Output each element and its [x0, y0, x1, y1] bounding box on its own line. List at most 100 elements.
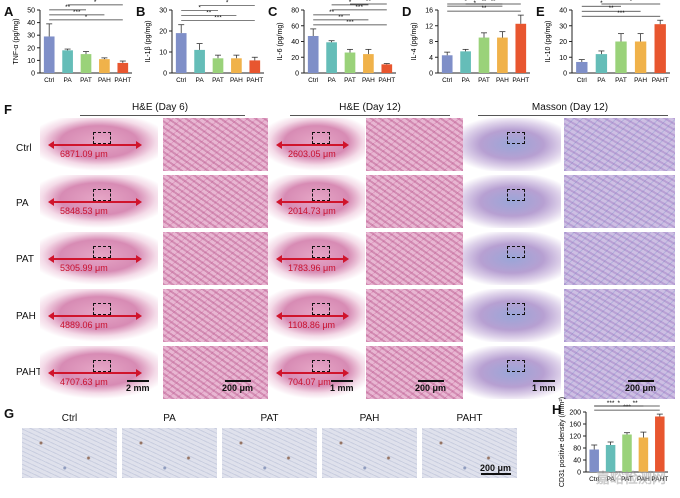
x-tick-label: PA: [606, 476, 615, 483]
bar-ctrl: [576, 61, 588, 73]
x-tick-label: PA: [327, 77, 336, 84]
y-tick-label: 50: [27, 8, 35, 15]
x-tick-label: Ctrl: [442, 77, 453, 84]
significance-label: **: [609, 5, 615, 12]
wound-width-label: 5305.99 μm: [60, 263, 108, 273]
histology-image-pa-col4: [366, 175, 463, 228]
ihc-label-ctrl: Ctrl: [61, 413, 78, 424]
x-tick-label: Ctrl: [577, 77, 588, 84]
histology-image-pah-col2: [163, 289, 270, 342]
significance-label: **: [329, 9, 335, 16]
bar-pa: [194, 49, 205, 73]
scale-bar: 200 μm: [415, 380, 446, 393]
significance-label: **: [338, 14, 344, 21]
x-tick-label: PA: [597, 77, 606, 84]
zoom-region-box: [507, 132, 526, 144]
bar-pat: [615, 41, 627, 73]
y-tick-label: 0: [429, 71, 433, 78]
bar-pa: [595, 54, 608, 73]
row-label-ctrl: Ctrl: [16, 143, 32, 154]
significance-label: *: [618, 400, 621, 407]
y-tick-label: 0: [163, 71, 167, 78]
significance-label: ***: [214, 15, 222, 22]
bar-pat: [344, 52, 356, 73]
x-tick-label: PAH: [230, 77, 243, 84]
y-axis-label: IL-6 (pg/mg): [277, 22, 284, 60]
y-tick-label: 0: [31, 71, 35, 78]
section-line-masson: [478, 115, 668, 116]
histology-image-pa-col6: [564, 175, 675, 228]
histology-image-paht-col4: [366, 346, 463, 399]
y-tick-label: 120: [569, 434, 581, 441]
zoom-region-box: [311, 132, 330, 144]
wound-width-arrow: [276, 312, 349, 320]
histology-image-pah-col4: [366, 289, 463, 342]
zoom-region-box: [507, 189, 526, 201]
x-tick-label: PAH: [637, 476, 650, 483]
panel-letter-h: H: [552, 402, 562, 417]
scale-bar-label: 200 μm: [625, 383, 657, 393]
panel-letter-f: F: [4, 102, 12, 117]
ihc-image-ctrl: [22, 428, 117, 478]
x-tick-label: PAH: [634, 77, 647, 84]
wound-width-label: 1783.96 μm: [288, 263, 336, 273]
panel-letter-c: C: [268, 4, 278, 19]
y-axis-label: CD31 positive density (/mm²): [559, 397, 566, 487]
x-tick-label: PAT: [478, 77, 490, 84]
panel-letter-d: D: [402, 4, 412, 19]
scale-bar: 200 μm: [222, 380, 253, 393]
histology-image-ctrl-col2: [163, 118, 270, 171]
y-tick-label: 0: [577, 470, 581, 477]
zoom-region-box: [311, 189, 330, 201]
y-tick-label: 20: [159, 29, 167, 36]
y-tick-label: 16: [425, 8, 433, 15]
bar-pah: [99, 59, 110, 73]
wound-width-arrow: [48, 369, 142, 377]
wound-width-label: 4889.06 μm: [60, 320, 108, 330]
x-tick-label: PAT: [615, 77, 627, 84]
ihc-image-paht: [422, 428, 517, 478]
histology-image-paht-col6: [564, 346, 675, 399]
histology-image-paht-col5: [463, 346, 561, 399]
zoom-region-box: [93, 303, 112, 315]
x-tick-label: PAHT: [378, 77, 395, 84]
bar-pah: [638, 437, 649, 472]
ihc-image-pat: [222, 428, 317, 478]
y-tick-label: 30: [159, 8, 167, 15]
zoom-region-box: [311, 360, 330, 372]
bar-paht: [515, 23, 527, 73]
x-tick-label: PAHT: [512, 77, 529, 84]
significance-label: **: [481, 0, 487, 5]
y-tick-label: 4: [429, 55, 433, 62]
bar-ctrl: [307, 35, 319, 73]
histology-image-ctrl-col6: [564, 118, 675, 171]
bar-pat: [622, 434, 632, 472]
x-tick-label: PAHT: [651, 476, 668, 483]
panel-letter-e: E: [536, 4, 545, 19]
zoom-region-box: [311, 303, 330, 315]
row-label-pa: PA: [16, 198, 29, 209]
scale-bar: 2 mm: [126, 380, 150, 393]
x-tick-label: PAT: [621, 476, 633, 483]
chart-tnf-svg: TNF-α (pg/mg) 0 10 20 30 40 50 Ctrl PA PAT PAH PAHT…: [13, 0, 132, 84]
ihc-label-pah: PAH: [359, 413, 380, 424]
bar-paht: [381, 64, 393, 73]
significance-label: *: [226, 0, 229, 7]
scale-bar-label: 1 mm: [532, 383, 556, 393]
chart-il1b: IL-1β (pg/mg) 0 10 20 30 Ctrl PA PAT PAH PAHT *** *…: [142, 0, 270, 95]
ihc-label-pat: PAT: [260, 413, 279, 424]
x-tick-label: PAH: [98, 77, 111, 84]
wound-width-arrow: [48, 141, 142, 149]
y-tick-label: 30: [27, 33, 35, 40]
ihc-label-paht: PAHT: [456, 413, 483, 424]
histology-image-pat-col2: [163, 232, 270, 285]
significance-label: **: [491, 0, 497, 5]
wound-width-label: 1108.86 μm: [288, 320, 336, 330]
scale-bar: 200 μm: [625, 380, 656, 393]
section-line-he-day6: [80, 115, 245, 116]
y-tick-label: 0: [295, 71, 299, 78]
wound-width-label: 2603.05 μm: [288, 149, 336, 159]
